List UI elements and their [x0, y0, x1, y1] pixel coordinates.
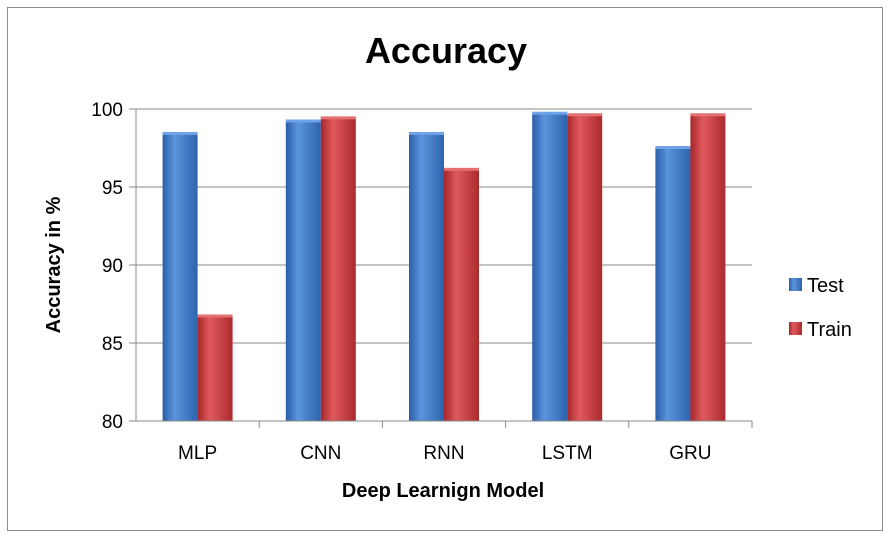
x-tick-label: MLP [178, 443, 217, 464]
bars [162, 111, 726, 422]
bar-cnn-test [285, 121, 321, 421]
bar-top-rnn-train [444, 167, 479, 171]
legend: Test Train [789, 275, 852, 341]
bar-top-mlp-train [197, 314, 233, 318]
bar-mlp-train [197, 316, 233, 421]
bar-top-rnn-test [409, 131, 444, 135]
x-tick-label: RNN [423, 443, 464, 464]
legend-swatch-train [789, 322, 802, 335]
y-tick-label: 95 [102, 178, 123, 199]
y-tick-label: 85 [102, 334, 123, 355]
bar-lstm-train [567, 115, 603, 422]
bar-rnn-train [444, 169, 479, 421]
legend-label-train: Train [807, 319, 852, 341]
bar-mlp-test [162, 133, 198, 421]
y-tick-label: 100 [91, 100, 123, 121]
y-tick-label: 90 [102, 256, 123, 277]
x-tick-label: GRU [669, 443, 711, 464]
x-axis-title: Deep Learnign Model [342, 480, 544, 502]
bar-top-gru-train [690, 113, 726, 117]
x-tick-label: CNN [300, 443, 341, 464]
y-tick-label: 80 [102, 412, 123, 433]
bar-top-cnn-train [320, 116, 356, 120]
chart-title: Accuracy [364, 30, 528, 71]
bar-top-lstm-train [567, 113, 603, 117]
bar-cnn-train [320, 118, 356, 422]
y-axis-title: Accuracy in % [43, 196, 65, 333]
bar-rnn-test [409, 133, 444, 421]
bar-top-lstm-test [532, 111, 568, 115]
bar-lstm-test [532, 113, 568, 422]
bar-top-mlp-test [162, 131, 198, 135]
bar-gru-test [655, 148, 691, 421]
bar-gru-train [690, 115, 726, 422]
x-tick-label: LSTM [542, 443, 593, 464]
bar-top-gru-test [655, 146, 691, 149]
bar-top-cnn-test [285, 119, 321, 123]
labels: 80 85 90 95 100 MLP CNN RNN LSTM GRU [91, 100, 711, 464]
legend-label-test: Test [807, 275, 844, 297]
legend-swatch-test [789, 278, 802, 291]
axes [129, 108, 753, 428]
